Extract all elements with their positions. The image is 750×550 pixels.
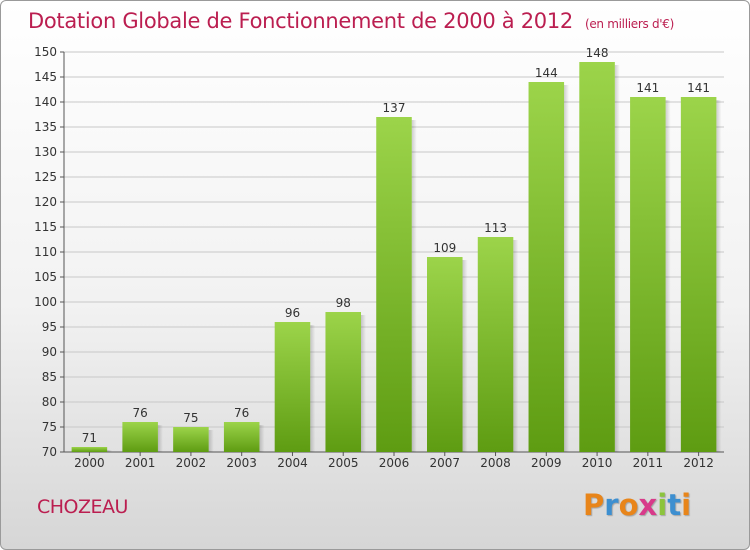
logo-letter: x [638, 488, 658, 522]
bar-shadow [157, 425, 163, 452]
x-tick-label: 2010 [582, 456, 613, 470]
bar-shadow [361, 315, 366, 452]
chart-title: Dotation Globale de Fonctionnement de 20… [28, 9, 674, 33]
bar-shadow [208, 430, 214, 452]
x-tick-label: 2004 [277, 456, 308, 470]
y-tick-label: 100 [34, 295, 57, 309]
y-tick-label: 75 [42, 420, 57, 434]
x-tick-label: 2005 [328, 456, 359, 470]
y-tick-label: 145 [34, 70, 57, 84]
y-tick-label: 120 [34, 195, 57, 209]
bar [579, 62, 615, 452]
data-label: 141 [687, 81, 710, 95]
y-tick-label: 80 [42, 395, 57, 409]
bar-shadow [107, 450, 113, 452]
x-tick-label: 2001 [125, 456, 156, 470]
bar [477, 237, 514, 452]
logo-letter: P [583, 488, 605, 522]
logo-letter: o [618, 488, 639, 522]
data-label: 141 [636, 81, 659, 95]
y-tick-label: 115 [34, 220, 57, 234]
data-label: 148 [586, 46, 609, 60]
x-tick-label: 2002 [176, 456, 207, 470]
chart-unit: (en milliers d'€) [584, 17, 674, 31]
bar-shadow [716, 100, 722, 452]
y-tick-label: 135 [34, 120, 57, 134]
bar-shadow [259, 425, 265, 452]
y-tick-label: 140 [34, 95, 57, 109]
y-tick-label: 90 [42, 345, 57, 359]
chart-title-text: Dotation Globale de Fonctionnement de 20… [28, 9, 573, 33]
data-label: 75 [183, 411, 198, 425]
commune-name: CHOZEAU [37, 496, 128, 518]
logo-letter: r [604, 488, 619, 522]
bar-shadow [462, 260, 468, 452]
x-tick-label: 2000 [74, 456, 105, 470]
x-tick-label: 2003 [226, 456, 257, 470]
x-tick-label: 2007 [429, 456, 460, 470]
data-label: 96 [285, 306, 300, 320]
data-label: 76 [133, 406, 148, 420]
data-label: 137 [383, 101, 406, 115]
y-tick-label: 110 [34, 245, 57, 259]
bar [71, 447, 108, 452]
y-tick-label: 125 [34, 170, 57, 184]
bar-shadow [310, 325, 316, 452]
bar [680, 97, 717, 452]
bar [325, 312, 361, 452]
bar-shadow [513, 240, 519, 452]
data-label: 144 [535, 66, 558, 80]
bar-shadow [665, 100, 671, 452]
data-labels: 71 76 75 76 96 98 137 109 113 144 148 141 141 [82, 46, 710, 445]
bar-shadow [614, 65, 620, 452]
data-label: 109 [433, 241, 456, 255]
bar [376, 117, 412, 452]
x-tick-label: 2006 [379, 456, 410, 470]
logo-letter: i [681, 488, 692, 522]
y-tick-label: 95 [42, 320, 57, 334]
bar [427, 257, 463, 452]
data-label: 71 [82, 431, 97, 445]
x-tick-label: 2008 [480, 456, 511, 470]
y-tick-label: 70 [42, 445, 57, 459]
bar [173, 427, 209, 452]
data-label: 76 [234, 406, 249, 420]
proxiti-logo: Proxiti [583, 488, 691, 522]
y-tick-label: 130 [34, 145, 57, 159]
logo-letter: i [657, 488, 668, 522]
y-tick-label: 150 [34, 45, 57, 59]
bar-shadow [564, 85, 570, 452]
bar [122, 422, 158, 452]
data-label: 98 [336, 296, 351, 310]
bar-shadow [411, 120, 417, 452]
bar [528, 82, 565, 452]
y-tick-label: 85 [42, 370, 57, 384]
bar [274, 322, 311, 452]
x-tick-label: 2011 [633, 456, 664, 470]
x-tick-label: 2009 [531, 456, 562, 470]
y-tick-label: 105 [34, 270, 57, 284]
data-label: 113 [484, 221, 507, 235]
bars [71, 62, 722, 452]
logo-letter: t [667, 488, 682, 522]
bar [630, 97, 666, 452]
x-tick-label: 2012 [683, 456, 714, 470]
bar [223, 422, 260, 452]
